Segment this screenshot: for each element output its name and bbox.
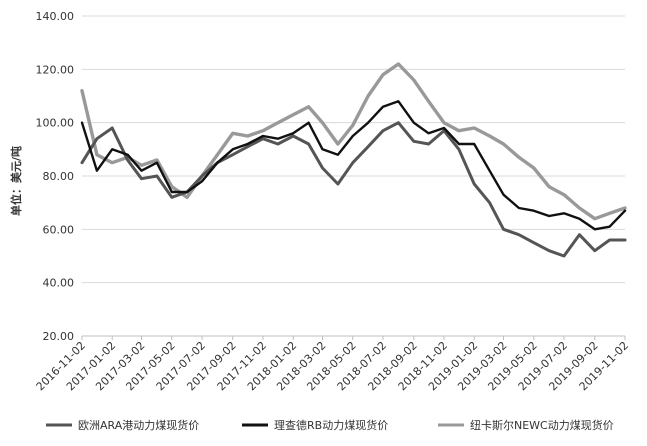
y-axis-title: 单位：美元/吨 <box>9 146 23 216</box>
y-tick-label: 100.00 <box>36 117 75 130</box>
y-axis-ticks: 20.00 40.00 60.00 80.00 100.00 120.00 140.00 <box>36 10 75 343</box>
y-tick-label: 20.00 <box>43 330 75 343</box>
legend-label: 理查德RB动力煤现货价 <box>274 418 388 432</box>
legend-label: 欧洲ARA港动力煤现货价 <box>78 418 199 432</box>
series-line-0 <box>80 121 627 258</box>
legend-label: 纽卡斯尔NEWC动力煤现货价 <box>470 418 614 432</box>
y-tick-label: 120.00 <box>36 63 75 76</box>
legend: 欧洲ARA港动力煤现货价 理查德RB动力煤现货价 纽卡斯尔NEWC动力煤现货价 <box>46 418 614 432</box>
x-axis-ticks: 2016-11-022017-01-022017-03-022017-05-02… <box>34 336 631 393</box>
series-line-1 <box>80 100 627 231</box>
y-tick-label: 40.00 <box>43 277 75 290</box>
y-tick-label: 80.00 <box>43 170 75 183</box>
y-tick-label: 60.00 <box>43 223 75 236</box>
y-tick-label: 140.00 <box>36 10 75 23</box>
series-line-2 <box>80 62 627 221</box>
data-series <box>80 62 627 258</box>
